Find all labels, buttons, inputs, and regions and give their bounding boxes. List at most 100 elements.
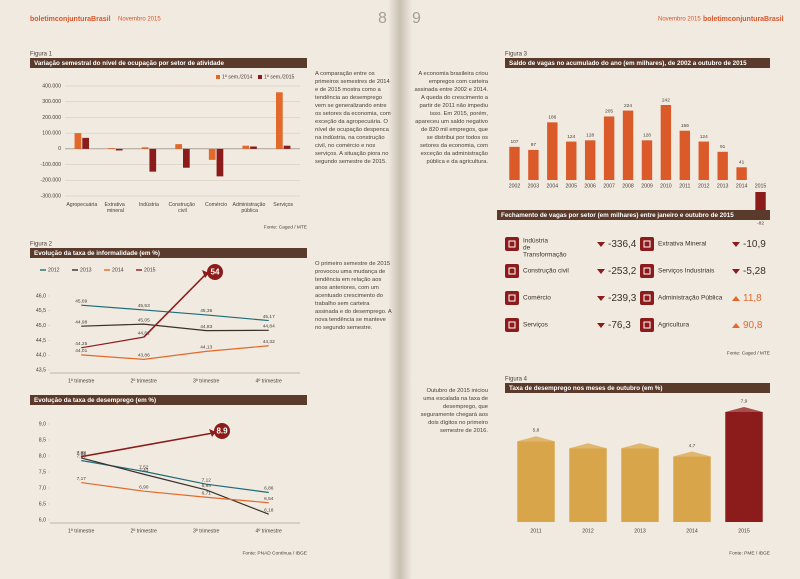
bar bbox=[622, 110, 634, 180]
sector-icon bbox=[505, 318, 519, 332]
sector-label: Administração Pública bbox=[658, 295, 723, 302]
issue-date: Novembro 2015 bbox=[118, 17, 161, 23]
bar bbox=[641, 140, 653, 180]
title-bar bbox=[497, 210, 770, 220]
sector-label: Serviços bbox=[523, 322, 549, 329]
sector-label: Construção civil bbox=[523, 268, 569, 275]
y-tick-label: 8,0 bbox=[39, 453, 46, 459]
value-label: 41 bbox=[739, 160, 745, 166]
source: Fonte: PNAD Contínua / IBGE bbox=[242, 550, 307, 556]
x-tick-label: 2º trimestre bbox=[131, 378, 158, 384]
x-tick-label: 4º trimestre bbox=[256, 378, 283, 384]
bar bbox=[208, 148, 216, 160]
x-tick-label: Serviços bbox=[273, 202, 293, 208]
value-label: 6,94 bbox=[202, 483, 212, 489]
bar bbox=[528, 149, 539, 180]
source: Fonte: Caged / MTE bbox=[727, 350, 770, 356]
y-tick-label: 400.000 bbox=[42, 83, 61, 89]
chart-title: Evolução da taxa de informalidade (em %) bbox=[34, 250, 160, 257]
x-tick-label: Administração pública bbox=[232, 202, 266, 214]
value-label: 7,52 bbox=[139, 465, 149, 471]
y-tick-label: 7,5 bbox=[39, 469, 46, 475]
arrow-down bbox=[597, 323, 605, 328]
legend-label: 2012 bbox=[48, 267, 60, 273]
sector-icon-glyph bbox=[643, 294, 651, 302]
sector-value: -5,28 bbox=[743, 266, 766, 277]
x-tick-label: 2004 bbox=[547, 183, 559, 189]
bar bbox=[283, 145, 291, 149]
paragraph: A comparação entre os primeiros semestre… bbox=[315, 71, 391, 165]
arrow-up bbox=[732, 296, 740, 301]
y-tick-label: 46,0 bbox=[36, 293, 46, 299]
arrow-down bbox=[597, 269, 605, 274]
bar bbox=[250, 146, 257, 149]
sector-icon bbox=[505, 264, 519, 278]
x-tick-label: 2012 bbox=[582, 528, 594, 534]
annotation: 8.9 bbox=[216, 427, 228, 436]
chart-title: Evolução da taxa de desemprego (em %) bbox=[34, 397, 156, 404]
line bbox=[81, 481, 269, 504]
sector-label: Comércio bbox=[523, 295, 551, 302]
annotation-arrow bbox=[81, 432, 214, 458]
sector-icon bbox=[505, 291, 519, 305]
sector-value: -76,3 bbox=[608, 320, 631, 331]
arrow-down bbox=[732, 269, 740, 274]
y-tick-label: 43,5 bbox=[36, 367, 46, 373]
value-label: 43,86 bbox=[138, 353, 150, 359]
sector-value: 90,8 bbox=[743, 320, 763, 331]
value-label: 45,69 bbox=[75, 298, 87, 304]
y-tick-label: 7,0 bbox=[39, 485, 46, 491]
sector-label: Extrativa Mineral bbox=[658, 241, 707, 248]
y-tick-label: 6,0 bbox=[39, 517, 46, 523]
value-label: 6,90 bbox=[139, 484, 149, 490]
sector-label: Indústria de Transformação bbox=[523, 237, 567, 258]
legend-label: 2015 bbox=[144, 267, 156, 273]
sector-value: -10,9 bbox=[743, 239, 766, 250]
bar bbox=[74, 133, 82, 149]
bar bbox=[725, 412, 763, 522]
value-label: 45,17 bbox=[263, 314, 275, 320]
bar bbox=[175, 144, 182, 149]
sector-value: 11,8 bbox=[743, 293, 762, 304]
table-title: Fechamento de vagas por setor (em milhar… bbox=[501, 212, 734, 219]
sector-icon-glyph bbox=[643, 321, 651, 329]
source: Fonte: PME / IBGE bbox=[729, 550, 770, 556]
x-tick-label: 2011 bbox=[679, 183, 690, 189]
x-tick-label: 2014 bbox=[736, 183, 748, 189]
x-tick-label: 2005 bbox=[565, 183, 577, 189]
bar bbox=[242, 145, 250, 149]
bar bbox=[183, 148, 190, 168]
figure-label: Figura 3 bbox=[505, 52, 528, 58]
sector-value: -239,3 bbox=[608, 293, 637, 304]
x-tick-label: 2014 bbox=[686, 528, 698, 534]
value-label: 4,7 bbox=[689, 443, 696, 449]
sector-icon bbox=[640, 318, 654, 332]
y-tick-label: 300.000 bbox=[42, 99, 61, 105]
bar bbox=[108, 148, 115, 149]
legend-label: 1º sem./2014 bbox=[222, 74, 253, 80]
x-tick-label: 3º trimestre bbox=[193, 528, 220, 534]
title-bar bbox=[505, 58, 770, 68]
bar bbox=[584, 140, 596, 180]
y-tick-label: 45,0 bbox=[36, 323, 46, 329]
bar bbox=[698, 141, 709, 180]
x-tick-label: 3º trimestre bbox=[193, 378, 220, 384]
brand: boletimconjunturaBrasil bbox=[703, 16, 784, 23]
arrow-down bbox=[597, 242, 605, 247]
y-tick-label: 100.000 bbox=[42, 131, 61, 137]
bar bbox=[509, 146, 520, 180]
x-tick-label: 2013 bbox=[717, 183, 729, 189]
line bbox=[81, 345, 269, 360]
bar bbox=[216, 148, 224, 177]
sector-value: -336,4 bbox=[608, 239, 637, 250]
value-label: 44,61 bbox=[138, 330, 150, 336]
bar bbox=[82, 137, 90, 149]
sector-icon-glyph bbox=[643, 267, 651, 275]
bar bbox=[517, 441, 555, 522]
y-tick-label: 9,0 bbox=[39, 421, 46, 427]
value-label: 91 bbox=[720, 144, 726, 150]
value-label: 44,13 bbox=[200, 345, 212, 351]
title-bar bbox=[30, 248, 307, 258]
title-bar bbox=[30, 58, 307, 68]
